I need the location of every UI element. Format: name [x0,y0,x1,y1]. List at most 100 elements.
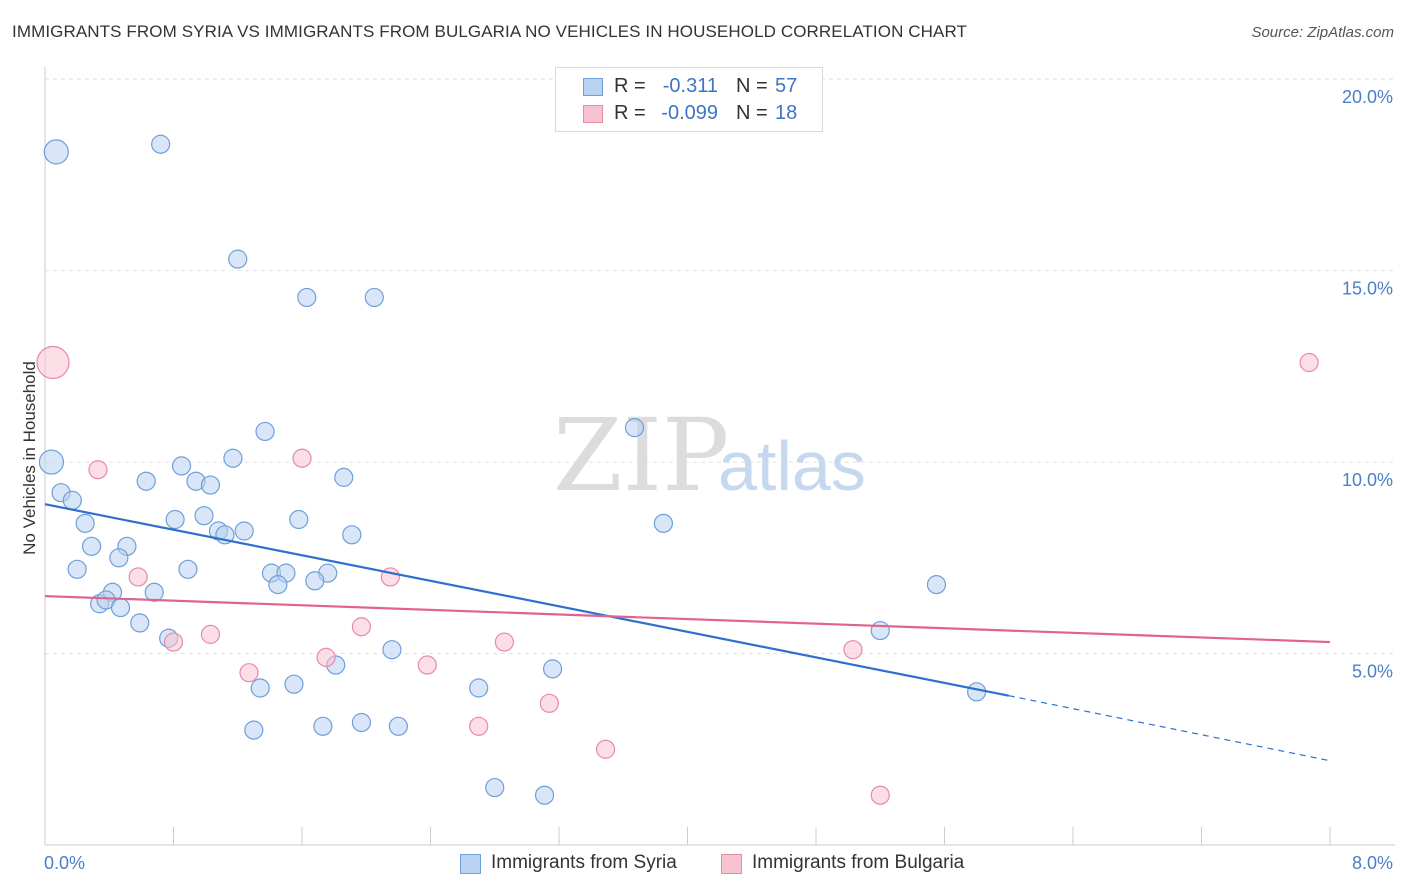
syria-point [364,287,384,308]
syria-swatch [583,78,603,96]
y-tick-label: 10.0% [1342,470,1393,490]
bulgaria-point [870,785,890,805]
syria-point [534,785,555,805]
axes [44,67,1395,846]
syria-point [382,640,402,660]
bulgaria-point [239,663,259,683]
syria-point [136,471,156,491]
bulgaria-point [36,345,70,380]
syria-point [297,287,317,308]
x-tick-label: 0.0% [44,853,85,873]
syria-r-value: -0.311 [662,75,718,97]
syria-point [268,575,288,595]
syria-point [289,509,309,530]
bulgaria-point [163,632,184,652]
syria-n-label: N = [736,75,768,97]
syria-point [342,525,362,545]
syria-point [38,449,65,475]
bulgaria-point [88,460,108,480]
syria-point [967,682,987,702]
bulgaria-point [1299,352,1319,373]
bulgaria-swatch [583,105,603,123]
bulgaria-r-label: R = [614,102,646,124]
bulgaria-legend-swatch [721,854,742,874]
data-points [36,134,1319,805]
syria-point [284,674,304,694]
bulgaria-point [128,567,148,587]
syria-point [244,720,264,740]
legend-item-bulgaria[interactable]: Immigrants from Bulgaria [721,852,991,876]
gridlines [45,78,1395,655]
syria-point [151,134,171,154]
syria-trend-extension [1008,695,1331,762]
syria-point [67,559,87,579]
bulgaria-legend-label: Immigrants from Bulgaria [752,852,965,873]
chart-title: IMMIGRANTS FROM SYRIA VS IMMIGRANTS FROM… [12,22,968,41]
bulgaria-n-value: 18 [775,102,798,124]
syria-point [469,678,489,698]
tick-labels: 5.0% 10.0% 15.0% 20.0% 0.0% 8.0% [44,87,1393,873]
syria-point [223,448,243,468]
syria-r-label: R = [614,75,646,97]
bulgaria-point [316,647,336,667]
bulgaria-point [417,655,437,675]
syria-n-value: 57 [775,75,798,97]
watermark: ZIP atlas [553,397,866,514]
syria-point [130,613,150,633]
syria-point [81,536,102,556]
y-tick-label: 5.0% [1352,662,1393,682]
y-tick-label: 20.0% [1342,87,1393,107]
syria-point [313,716,333,736]
trend-lines [44,503,1331,762]
syria-point [351,712,372,733]
bulgaria-point [292,448,312,468]
syria-point [250,678,270,698]
bulgaria-n-label: N = [736,102,768,124]
syria-point [653,513,674,533]
bulgaria-point [595,739,616,759]
syria-point [110,597,131,618]
watermark-zip: ZIP [553,397,729,514]
x-tick-label: 8.0% [1352,853,1393,873]
bulgaria-r-value: -0.099 [661,102,718,124]
syria-point [624,418,645,438]
syria-point [334,467,354,487]
syria-point [200,475,221,495]
bulgaria-point [351,617,372,637]
bulgaria-point [469,716,489,736]
legend-item-syria[interactable]: Immigrants from Syria [460,852,700,876]
correlation-legend: R = -0.311 N = 57 R = -0.099 N = 18 [555,67,823,132]
syria-point [109,548,129,568]
syria-trend-line [44,503,1009,697]
syria-legend-label: Immigrants from Syria [491,852,677,873]
syria-point [234,521,254,541]
syria-point [62,490,82,510]
syria-point [194,506,214,526]
syria-point [305,571,325,591]
syria-point [43,139,69,165]
bulgaria-point [200,624,221,644]
syria-point [926,575,947,595]
syria-point [870,620,890,641]
y-axis-label: No Vehicles in Household [20,361,39,555]
syria-point [75,513,95,533]
legend-row-bulgaria: R = -0.099 N = 18 [556,101,822,127]
bulgaria-point [494,632,514,652]
syria-legend-swatch [460,854,481,874]
syria-point [171,456,192,476]
syria-point [388,716,408,736]
syria-point [178,559,198,579]
syria-point [144,582,164,602]
y-tick-label: 15.0% [1342,279,1393,299]
syria-point [542,659,563,679]
syria-point [255,421,275,442]
syria-point [485,777,505,798]
bulgaria-point [539,693,559,713]
watermark-atlas: atlas [718,427,866,505]
bulgaria-trend-line [44,594,1331,644]
legend-row-syria: R = -0.311 N = 57 [556,74,822,100]
source-label: Source: ZipAtlas.com [1251,24,1394,41]
syria-point [165,509,185,530]
bulgaria-point [843,640,863,660]
